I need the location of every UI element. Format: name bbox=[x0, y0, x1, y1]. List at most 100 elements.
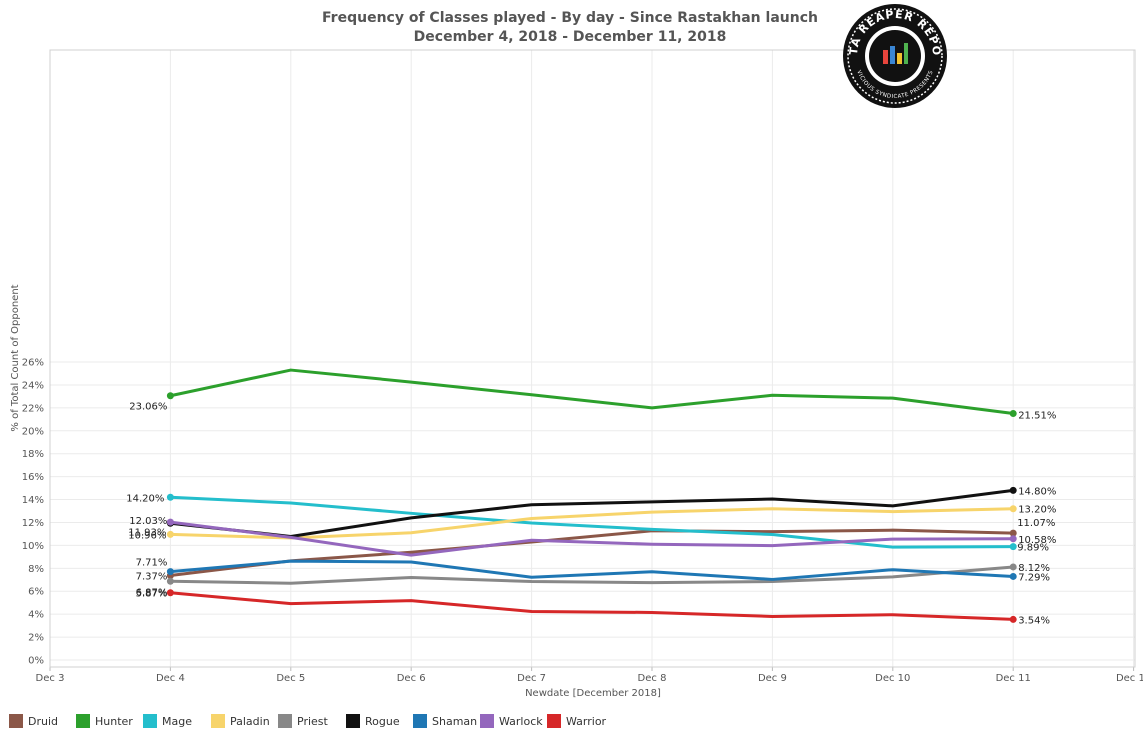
legend-label-mage: Mage bbox=[162, 715, 192, 728]
y-tick-label: 8% bbox=[28, 564, 44, 575]
series-line-paladin bbox=[170, 507, 1014, 540]
data-reaper-report-logo: DATA REAPER REPORT VICIOUS SYNDICATE PRE… bbox=[843, 4, 947, 108]
series-line-priest bbox=[170, 565, 1014, 585]
x-axis-title: Newdate [December 2018] bbox=[525, 688, 661, 699]
legend-item-warlock: Warlock bbox=[480, 714, 543, 728]
series-line-druid bbox=[170, 528, 1014, 578]
legend-item-shaman: Shaman bbox=[413, 714, 477, 728]
y-tick-label: 6% bbox=[28, 587, 44, 598]
legend-item-priest: Priest bbox=[278, 714, 329, 728]
legend-label-hunter: Hunter bbox=[95, 715, 133, 728]
legend-label-priest: Priest bbox=[297, 715, 329, 728]
x-tick-label: Dec 6 bbox=[397, 673, 426, 684]
legend-label-rogue: Rogue bbox=[365, 715, 400, 728]
end-point-warlock bbox=[1009, 535, 1017, 543]
start-label-warrior: 5.87% bbox=[136, 589, 168, 600]
end-point-warrior bbox=[1009, 615, 1017, 623]
end-point-mage bbox=[1009, 543, 1017, 551]
series-line-mage bbox=[170, 495, 1014, 549]
end-label-mage: 9.89% bbox=[1017, 543, 1049, 554]
end-point-druid bbox=[1009, 529, 1017, 537]
end-point-paladin bbox=[1009, 505, 1017, 513]
end-label-warlock: 10.58% bbox=[1018, 535, 1056, 546]
legend-swatch-warrior bbox=[547, 714, 561, 728]
series-line-warrior bbox=[170, 591, 1014, 621]
start-point-warrior bbox=[166, 589, 174, 597]
x-tick-label: Dec 8 bbox=[638, 673, 667, 684]
legend-item-hunter: Hunter bbox=[76, 714, 133, 728]
legend-swatch-mage bbox=[143, 714, 157, 728]
series-lines bbox=[166, 368, 1017, 623]
legend-label-warrior: Warrior bbox=[566, 715, 607, 728]
y-axis-title: % of Total Count of Opponent bbox=[10, 284, 21, 431]
end-label-druid: 11.07% bbox=[1017, 518, 1055, 529]
start-label-paladin: 10.96% bbox=[128, 530, 166, 541]
start-label-druid: 7.37% bbox=[136, 572, 168, 583]
y-tick-label: 16% bbox=[22, 472, 44, 483]
start-point-hunter bbox=[166, 392, 174, 400]
end-label-hunter: 21.51% bbox=[1018, 410, 1056, 421]
end-point-priest bbox=[1009, 563, 1017, 571]
chart-subtitle: December 4, 2018 - December 11, 2018 bbox=[414, 29, 727, 45]
y-tick-label: 20% bbox=[22, 426, 44, 437]
y-tick-label: 14% bbox=[22, 495, 44, 506]
legend-swatch-rogue bbox=[346, 714, 360, 728]
end-point-rogue bbox=[1009, 486, 1017, 494]
legend-swatch-paladin bbox=[211, 714, 225, 728]
x-tick-label: Dec 5 bbox=[276, 673, 305, 684]
legend-swatch-warlock bbox=[480, 714, 494, 728]
x-tick-label: Dec 11 bbox=[996, 673, 1031, 684]
x-tick-label: Dec 10 bbox=[875, 673, 910, 684]
x-tick-label: Dec 7 bbox=[517, 673, 546, 684]
x-tick-label: Dec 12 bbox=[1116, 673, 1143, 684]
end-label-rogue: 14.80% bbox=[1018, 486, 1056, 497]
legend-item-warrior: Warrior bbox=[547, 714, 607, 728]
data-labels: 7.37% 11.07% 23.06% 21.51% 14.20% 9.89% 10.96%… bbox=[126, 402, 1056, 627]
y-tick-label: 10% bbox=[22, 541, 44, 552]
end-point-hunter bbox=[1009, 409, 1017, 417]
legend-item-mage: Mage bbox=[143, 714, 192, 728]
start-point-priest bbox=[166, 577, 174, 585]
legend-swatch-druid bbox=[9, 714, 23, 728]
y-tick-label: 24% bbox=[22, 380, 44, 391]
start-point-paladin bbox=[166, 530, 174, 538]
y-tick-label: 4% bbox=[28, 610, 44, 621]
y-tick-label: 0% bbox=[28, 656, 44, 667]
series-line-shaman bbox=[170, 559, 1014, 581]
start-label-rogue: 11.93% bbox=[128, 527, 166, 538]
legend-swatch-priest bbox=[278, 714, 292, 728]
x-axis-ticks: Dec 3 Dec 4 Dec 5 Dec 6 Dec 7 Dec 8 Dec 9 Dec 1… bbox=[36, 667, 1143, 684]
start-label-warlock: 12.03% bbox=[129, 516, 167, 527]
legend-label-warlock: Warlock bbox=[499, 715, 543, 728]
legend-swatch-hunter bbox=[76, 714, 90, 728]
y-tick-label: 12% bbox=[22, 518, 44, 529]
y-tick-label: 26% bbox=[22, 358, 44, 369]
start-point-warlock bbox=[166, 518, 174, 526]
series-line-warlock bbox=[170, 520, 1014, 557]
legend-label-paladin: Paladin bbox=[230, 715, 270, 728]
legend-item-druid: Druid bbox=[9, 714, 58, 728]
start-label-hunter: 23.06% bbox=[129, 402, 167, 413]
series-line-rogue bbox=[170, 488, 1014, 538]
end-label-priest: 8.12% bbox=[1018, 563, 1050, 574]
end-point-shaman bbox=[1009, 572, 1017, 580]
y-tick-label: 2% bbox=[28, 633, 44, 644]
start-point-mage bbox=[166, 493, 174, 501]
start-point-shaman bbox=[166, 568, 174, 576]
start-label-priest: 6.87% bbox=[136, 587, 168, 598]
x-tick-label: Dec 3 bbox=[36, 673, 65, 684]
x-tick-label: Dec 9 bbox=[758, 673, 787, 684]
y-axis-ticks: 0% 2% 4% 6% 8% 10% 12% 14% 16% 18% 20% 22% 24% 26% bbox=[22, 358, 44, 667]
end-label-warrior: 3.54% bbox=[1018, 615, 1050, 626]
series-line-hunter bbox=[170, 368, 1014, 415]
legend-swatch-shaman bbox=[413, 714, 427, 728]
end-label-shaman: 7.29% bbox=[1018, 572, 1050, 583]
legend: Druid Hunter Mage Paladin Priest Rogue Shaman W… bbox=[9, 714, 607, 728]
plot-frame bbox=[49, 49, 1136, 668]
legend-item-rogue: Rogue bbox=[346, 714, 400, 728]
chart-title: Frequency of Classes played - By day - S… bbox=[322, 10, 818, 26]
start-label-mage: 14.20% bbox=[126, 493, 164, 504]
legend-item-paladin: Paladin bbox=[211, 714, 270, 728]
legend-label-druid: Druid bbox=[28, 715, 58, 728]
